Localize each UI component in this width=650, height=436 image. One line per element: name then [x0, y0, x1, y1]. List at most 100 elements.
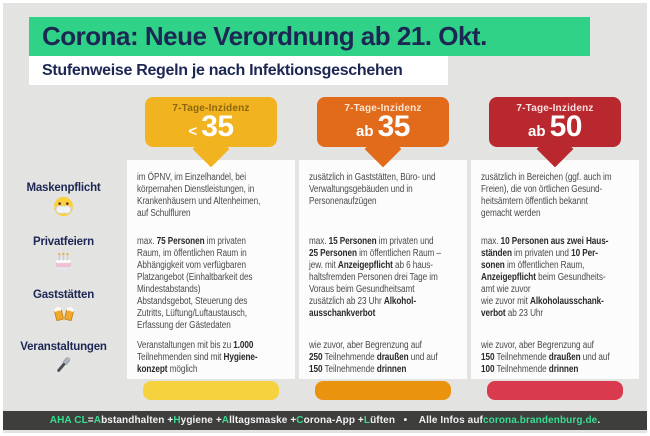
text-segment: wie zuvor, aber Begrenzung auf	[309, 340, 422, 351]
rules-card-ab50: zusätzlich in Bereichen (ggf. auch im Fr…	[471, 160, 639, 379]
text-segment: zusätzlich in Bereichen (ggf. auch im Fr…	[481, 172, 612, 219]
text-segment: Hygiene- konzept	[137, 352, 258, 375]
text-segment: üften	[370, 415, 396, 426]
text-segment: max.	[481, 236, 501, 247]
threshold-value: 50	[549, 110, 583, 143]
rule-cell-gaststaetten: wie zuvor mit Alkoholausschank- verbot a…	[481, 296, 633, 320]
text-segment: 150	[481, 352, 495, 363]
rules-card-lt35: im ÖPNV, im Einzelhandel, bei körpernahe…	[127, 160, 295, 379]
text-segment: Abstandsgebot, Steuerung des Zutritts, L…	[137, 296, 248, 331]
text-segment: zusätzlich ab 23 Uhr	[309, 296, 384, 307]
rule-cell-veranstaltungen: wie zuvor, aber Begrenzung auf 150 Teiln…	[481, 340, 633, 376]
text-segment: und auf	[410, 352, 438, 363]
text-segment: und auf	[582, 352, 610, 363]
footer-link[interactable]: corona.brandenburg.de	[482, 415, 598, 426]
text-segment: • Alle Infos auf	[395, 415, 483, 426]
text-segment: Alkoholausschank- verbot	[481, 296, 604, 319]
incidence-header-label: 7-Tage-Inzidenz	[344, 103, 422, 114]
sidebar-label-maskenpflicht: Maskenpflicht	[26, 182, 101, 194]
column-footer-bar-ab35	[315, 381, 451, 400]
incidence-header-label: 7-Tage-Inzidenz	[172, 103, 250, 114]
text-segment: ab 6 haus- haltsfremden Personen drei Ta…	[309, 260, 438, 295]
rules-card-ab35: zusätzlich in Gaststätten, Büro- und Ver…	[299, 160, 467, 379]
rule-cell-maskenpflicht: zusätzlich in Bereichen (ggf. auch im Fr…	[481, 172, 633, 220]
birthday-cake-icon	[52, 249, 75, 277]
text-segment: 150	[309, 364, 323, 375]
column-footer-bar-ab50	[487, 381, 623, 400]
text-segment: ygiene +	[180, 415, 222, 426]
text-segment: im öffentlichen Raum – jew. mit	[309, 248, 441, 271]
text-segment: draußen	[376, 352, 409, 363]
sidebar-label-veranstaltungen: Veranstaltungen	[20, 341, 107, 353]
text-segment: Teilnehmende	[322, 364, 377, 375]
text-segment: A	[93, 415, 102, 426]
text-segment: 10 Per- sonen	[481, 248, 598, 271]
text-segment: Teilnehmende	[494, 352, 549, 363]
text-segment: im privaten und	[511, 248, 572, 259]
rule-cell-gaststaetten: zusätzlich ab 23 Uhr Alkohol- ausschankv…	[309, 296, 461, 320]
text-segment: =	[87, 415, 94, 426]
page-title: Corona: Neue Verordnung ab 21. Okt.	[29, 17, 590, 56]
text-segment: 250	[309, 352, 323, 363]
text-segment: drinnen	[548, 364, 579, 375]
text-segment: möglich	[167, 364, 198, 375]
text-segment: Veranstaltungen mit bis zu	[137, 340, 234, 351]
incidence-header-ab35: 7-Tage-Inzidenz ab 35	[317, 97, 449, 147]
text-segment: A	[221, 415, 230, 426]
threshold-prefix: <	[188, 123, 198, 140]
text-segment: C	[296, 415, 304, 426]
text-segment: max.	[137, 236, 157, 247]
rule-cell-veranstaltungen: Veranstaltungen mit bis zu 1.000 Teilneh…	[137, 340, 289, 376]
text-segment: ab 23 Uhr	[505, 308, 544, 319]
text-segment: im ÖPNV, im Einzelhandel, bei körpernahe…	[137, 172, 261, 219]
text-segment: drinnen	[376, 364, 407, 375]
incidence-header-lt35: 7-Tage-Inzidenz < 35	[145, 97, 277, 147]
threshold-value: 35	[377, 110, 411, 143]
rule-cell-privatfeiern: max. 75 Personen im privaten Raum, im öf…	[137, 236, 289, 296]
text-segment: 100	[481, 364, 495, 375]
text-segment: .	[597, 415, 601, 426]
sidebar-row-gaststaetten: Gaststätten	[0, 289, 127, 331]
text-segment: Teilnehmenden sind mit	[137, 352, 222, 363]
text-segment: wie zuvor mit	[481, 296, 530, 307]
rule-cell-privatfeiern: max. 10 Personen aus zwei Haus- ständen …	[481, 236, 633, 296]
threshold-prefix: ab	[356, 123, 374, 140]
text-segment: Anzeigepflicht	[481, 272, 536, 283]
column-footer-bar-lt35	[143, 381, 279, 400]
text-segment: orona-App +	[303, 415, 364, 426]
sidebar-label-privatfeiern: Privatfeiern	[33, 236, 94, 248]
text-segment: H	[173, 415, 181, 426]
text-segment: im privaten und	[378, 236, 434, 247]
text-segment: wie zuvor, aber Begrenzung auf	[481, 340, 594, 351]
incidence-header-ab50: 7-Tage-Inzidenz ab 50	[489, 97, 621, 147]
text-segment: draußen	[548, 352, 581, 363]
rule-cell-maskenpflicht: im ÖPNV, im Einzelhandel, bei körpernahe…	[137, 172, 289, 220]
text-segment: lltagsmaske +	[229, 415, 297, 426]
rule-cell-maskenpflicht: zusätzlich in Gaststätten, Büro- und Ver…	[309, 172, 461, 208]
text-segment: max.	[309, 236, 329, 247]
text-segment: zusätzlich in Gaststätten, Büro- und Ver…	[309, 172, 436, 207]
sidebar-row-privatfeiern: Privatfeiern	[0, 236, 127, 277]
text-segment: 1.000	[233, 340, 254, 351]
text-segment: bstandhalten +	[101, 415, 174, 426]
rule-cell-veranstaltungen: wie zuvor, aber Begrenzung auf 250 Teiln…	[309, 340, 461, 376]
text-segment: 75 Personen	[156, 236, 205, 247]
rule-cell-privatfeiern: max. 15 Personen im privaten und 25 Pers…	[309, 236, 461, 296]
beer-mugs-icon	[52, 302, 76, 331]
text-segment: Anzeigepflicht	[337, 260, 393, 271]
text-segment: Alkohol- ausschankverbot	[309, 296, 416, 319]
text-segment: Teilnehmende	[322, 352, 377, 363]
sidebar-label-gaststaetten: Gaststätten	[32, 289, 95, 301]
text-segment: im öffentlichen Raum,	[506, 260, 585, 271]
rule-cell-gaststaetten: Abstandsgebot, Steuerung des Zutritts, L…	[137, 296, 289, 332]
text-segment: Teilnehmende	[494, 364, 549, 375]
incidence-header-label: 7-Tage-Inzidenz	[516, 103, 594, 114]
text-segment: beim Gesundheits- amt wie zuvor	[481, 272, 606, 295]
text-segment: 10 Personen aus zwei Haus- ständen	[481, 236, 609, 259]
text-segment: 25 Personen	[309, 248, 357, 259]
threshold-prefix: ab	[528, 123, 546, 140]
sidebar-row-veranstaltungen: Veranstaltungen	[0, 341, 127, 381]
microphone-icon	[53, 354, 75, 381]
